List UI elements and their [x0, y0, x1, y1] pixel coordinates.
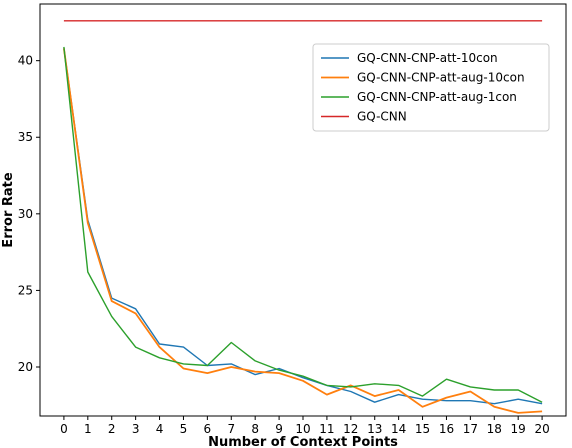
x-tick-label: 0: [60, 422, 68, 436]
legend-label: GQ-CNN-CNP-att-aug-1con: [357, 90, 517, 104]
y-tick-label: 35: [18, 130, 33, 144]
legend: GQ-CNN-CNP-att-10con GQ-CNN-CNP-att-aug-1…: [312, 43, 550, 132]
series-line-gq-cnn-cnp-att-10con: [63, 48, 543, 405]
x-tick-label: 3: [132, 422, 140, 436]
x-tick-label: 20: [534, 422, 549, 436]
x-axis: 0 1 2 3 4 5 6 7 8 9 10 11 12 13 14 15 16 17 18 19 20: [60, 416, 550, 436]
series-line-gq-cnn-cnp-att-aug-1con: [63, 46, 543, 403]
y-axis-title: Error Rate: [1, 172, 16, 248]
y-axis: 20 25 30 35 40: [18, 54, 40, 374]
y-tick-label: 25: [18, 283, 33, 297]
x-tick-label: 6: [204, 422, 212, 436]
legend-label: GQ-CNN: [357, 110, 407, 124]
x-tick-label: 12: [343, 422, 358, 436]
x-tick-label: 9: [275, 422, 283, 436]
y-tick-label: 30: [18, 207, 33, 221]
x-tick-label: 1: [84, 422, 92, 436]
x-tick-label: 19: [511, 422, 526, 436]
x-tick-label: 2: [108, 422, 116, 436]
y-tick-label: 40: [18, 54, 33, 68]
x-tick-label: 17: [463, 422, 478, 436]
x-axis-title: Number of Context Points: [208, 435, 398, 448]
legend-box: [312, 43, 550, 132]
x-tick-label: 11: [319, 422, 334, 436]
legend-label: GQ-CNN-CNP-att-aug-10con: [357, 71, 525, 85]
x-tick-label: 4: [156, 422, 164, 436]
x-tick-label: 16: [439, 422, 454, 436]
y-tick-label: 20: [18, 360, 33, 374]
legend-label: GQ-CNN-CNP-att-10con: [357, 51, 498, 65]
x-tick-label: 10: [295, 422, 310, 436]
x-tick-label: 18: [487, 422, 502, 436]
x-tick-label: 13: [367, 422, 382, 436]
x-tick-label: 7: [227, 422, 235, 436]
x-tick-label: 14: [391, 422, 406, 436]
x-tick-label: 5: [180, 422, 188, 436]
plot-area: [63, 20, 543, 414]
x-tick-label: 8: [251, 422, 259, 436]
x-tick-label: 15: [415, 422, 430, 436]
series-line-gq-cnn-cnp-att-aug-10con: [63, 48, 543, 414]
